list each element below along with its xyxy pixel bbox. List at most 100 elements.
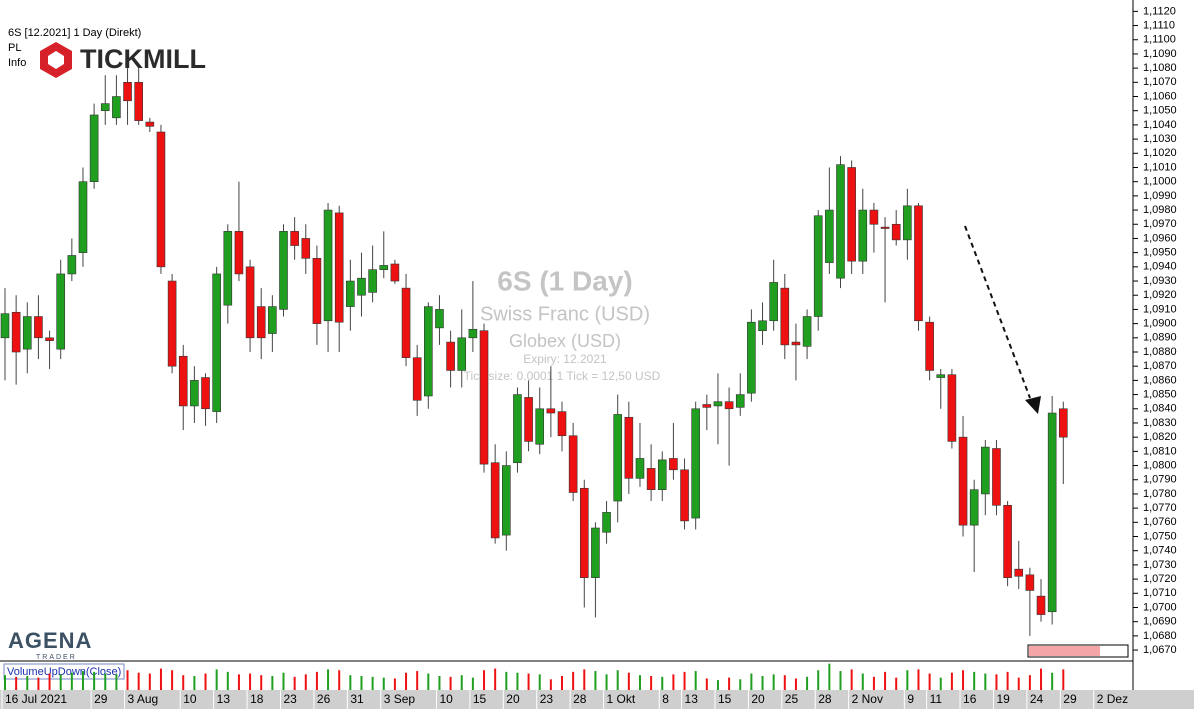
watermark-line: Globex (USD)	[509, 331, 621, 351]
candle-body	[490, 462, 500, 539]
vendor-sub: TRADER	[36, 654, 77, 661]
x-tick-label: 15	[718, 692, 732, 706]
candle-body	[579, 487, 589, 578]
candle-body	[557, 411, 567, 437]
x-tick-label: 18	[250, 692, 264, 706]
y-tick-label: 1,0920	[1143, 289, 1177, 301]
candle-body	[323, 209, 333, 322]
candle-body	[334, 212, 344, 323]
watermark-line: Tick size: 0.0001 1 Tick = 12,50 USD	[464, 369, 661, 383]
y-tick-label: 1,1030	[1143, 133, 1177, 145]
x-tick-label: 10	[183, 692, 197, 706]
candle-body	[992, 448, 1001, 506]
candle-body	[479, 330, 489, 465]
candle-body	[390, 263, 400, 282]
candle-body	[524, 397, 533, 442]
candle-body	[145, 121, 155, 127]
watermark-line: Expiry: 12.2021	[523, 352, 607, 366]
x-axis: 16 Jul 2021 29 3 Aug 10 13 18 23 26 31 3 Sep 10 15 2…	[1, 690, 1128, 709]
candle-body	[769, 282, 778, 322]
y-tick-label: 1,0940	[1143, 261, 1177, 273]
candle-body	[914, 205, 923, 322]
y-tick-label: 1,0970	[1143, 218, 1177, 230]
y-tick-label: 1,1020	[1143, 147, 1177, 159]
candle-body	[501, 465, 511, 536]
candle-body	[624, 416, 634, 479]
indicator-label: VolumeUpDown(Close)	[7, 666, 121, 678]
x-tick-label: 28	[818, 692, 832, 706]
y-tick-label: 1,1090	[1143, 48, 1177, 60]
candle-body	[301, 238, 311, 259]
y-tick-label: 1,0930	[1143, 275, 1177, 287]
x-tick-label: 29	[94, 692, 108, 706]
candle-body	[858, 209, 868, 262]
candle-body	[869, 209, 879, 225]
candle-body	[0, 313, 10, 339]
candle-body	[1003, 504, 1012, 578]
menu-item[interactable]: Info	[8, 57, 26, 69]
x-tick-label: 23	[540, 692, 554, 706]
candle-body	[635, 458, 645, 479]
y-tick-label: 1,0690	[1143, 616, 1177, 628]
x-tick-label: 3 Sep	[384, 692, 416, 706]
x-tick-label: 25	[785, 692, 799, 706]
x-tick-label: 11	[930, 692, 943, 706]
candle-body	[100, 103, 110, 112]
x-tick-label: 31	[350, 692, 364, 706]
arrow-line	[964, 225, 1031, 399]
candle-body	[981, 446, 990, 495]
x-tick-label: 10	[439, 692, 453, 706]
candle-body	[669, 458, 678, 471]
candle-body	[602, 512, 611, 533]
candle-body	[1036, 595, 1046, 615]
y-tick-label: 1,0800	[1143, 459, 1177, 471]
candle-body	[89, 114, 99, 182]
y-tick-label: 1,0780	[1143, 488, 1177, 500]
candle-body	[535, 408, 545, 445]
arrow-head	[1025, 396, 1041, 414]
candle-body	[468, 328, 478, 339]
candle-body	[713, 401, 723, 407]
candle-body	[201, 377, 210, 410]
y-tick-label: 1,0710	[1143, 587, 1177, 599]
y-tick-label: 1,0950	[1143, 247, 1177, 259]
candle-body	[256, 306, 266, 339]
x-tick-label: 13	[217, 692, 231, 706]
y-tick-label: 1,0880	[1143, 346, 1177, 358]
candle-body	[22, 316, 32, 350]
candle-body	[947, 374, 957, 442]
candle-body	[78, 181, 88, 253]
y-tick-label: 1,0870	[1143, 360, 1177, 372]
x-tick-label: 26	[317, 692, 331, 706]
y-tick-label: 1,0760	[1143, 516, 1177, 528]
y-tick-label: 1,1000	[1143, 176, 1177, 188]
y-tick-label: 1,0860	[1143, 374, 1177, 386]
candle-body	[234, 231, 244, 275]
x-tick-label: 9	[907, 692, 914, 706]
y-tick-label: 1,0850	[1143, 388, 1177, 400]
brand-logo: TICKMILL	[40, 42, 206, 78]
candle-body	[167, 280, 177, 367]
candle-body	[936, 374, 946, 378]
y-tick-label: 1,1080	[1143, 62, 1177, 74]
x-tick-label: 19	[996, 692, 1010, 706]
candle-body	[802, 316, 812, 347]
x-tick-label: 15	[473, 692, 487, 706]
candle-body	[223, 231, 233, 306]
x-tick-label: 16	[963, 692, 977, 706]
candle-body	[747, 321, 756, 394]
x-tick-label: 8	[662, 692, 669, 706]
candle-body	[825, 209, 834, 263]
candle-body	[134, 82, 143, 121]
trend-arrow	[964, 225, 1041, 414]
candle-body	[1014, 568, 1024, 577]
candle-body	[424, 306, 433, 397]
candle-body	[780, 287, 790, 346]
menu-item[interactable]: PL	[8, 42, 21, 54]
x-tick-label: 23	[284, 692, 298, 706]
candle-body	[758, 320, 767, 332]
candle-body	[123, 82, 132, 102]
chart-title: 6S [12.2021] 1 Day (Direkt)	[8, 27, 141, 39]
candle-body	[1047, 412, 1057, 613]
